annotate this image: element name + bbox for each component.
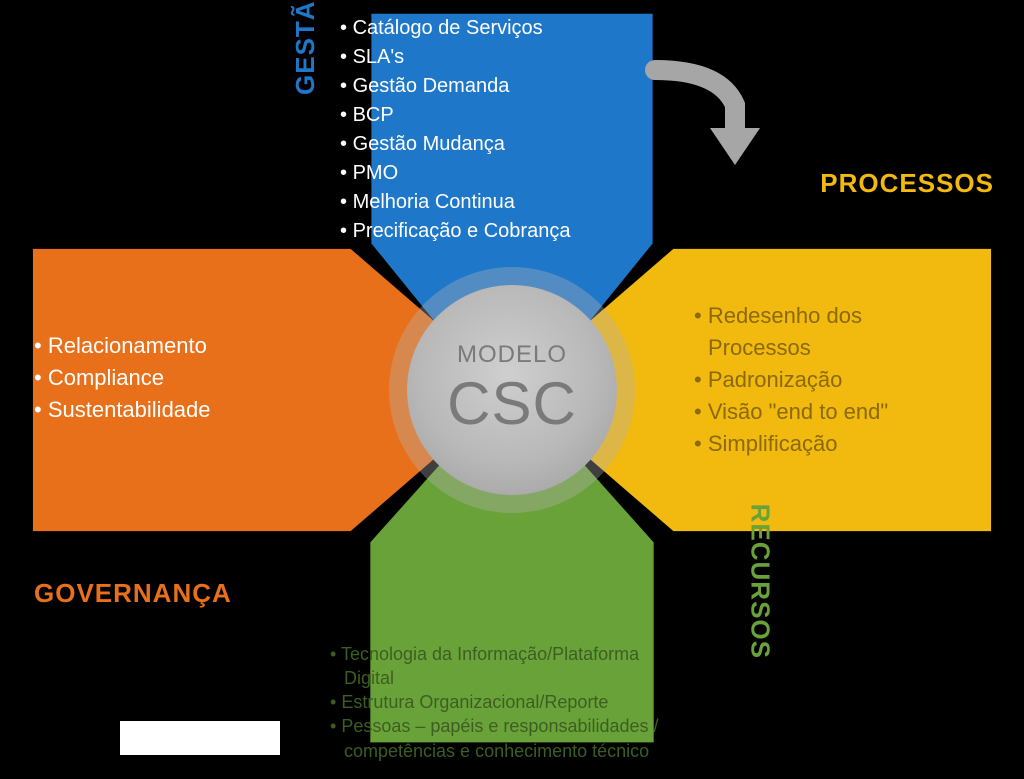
list-item: Melhoria Continua [340, 188, 630, 217]
flow-arrow [640, 50, 790, 185]
label-recursos: RECURSOS [744, 504, 775, 659]
center-hub: MODELO CSC [407, 285, 617, 495]
label-processos: PROCESSOS [820, 168, 994, 199]
list-governanca: Relacionamento Compliance Sustentabilida… [34, 330, 294, 426]
label-governanca: GOVERNANÇA [34, 578, 232, 609]
list-item: Relacionamento [34, 330, 294, 362]
list-item: Sustentabilidade [34, 394, 294, 426]
list-item: Compliance [34, 362, 294, 394]
list-item: PMO [340, 159, 630, 188]
list-item: Redesenho dos Processos [694, 300, 964, 364]
list-item: Tecnologia da Informação/Plataforma Digi… [330, 642, 670, 691]
list-item: BCP [340, 101, 630, 130]
list-item: Simplificação [694, 428, 964, 460]
footer-white-box [120, 721, 280, 755]
list-item: Gestão Demanda [340, 72, 630, 101]
label-gestao: GESTÃO [290, 0, 321, 95]
list-processos: Redesenho dos Processos Padronização Vis… [694, 300, 964, 459]
list-item: Estrutura Organizacional/Reporte [330, 690, 670, 714]
list-item: Gestão Mudança [340, 130, 630, 159]
diagram-stage: MODELO CSC GESTÃO PROCESSOS GOVERNANÇA R… [0, 0, 1024, 779]
list-item: Precificação e Cobrança [340, 217, 630, 246]
list-gestao: Catálogo de Serviços SLA's Gestão Demand… [340, 14, 630, 246]
list-item: SLA's [340, 43, 630, 72]
list-item: Visão "end to end" [694, 396, 964, 428]
list-recursos: Tecnologia da Informação/Plataforma Digi… [330, 642, 670, 763]
list-item: Padronização [694, 364, 964, 396]
center-title: CSC [447, 369, 577, 438]
list-item: Catálogo de Serviços [340, 14, 630, 43]
center-subtitle: MODELO [457, 341, 567, 369]
list-item: Pessoas – papéis e responsabilidades / c… [330, 714, 670, 763]
